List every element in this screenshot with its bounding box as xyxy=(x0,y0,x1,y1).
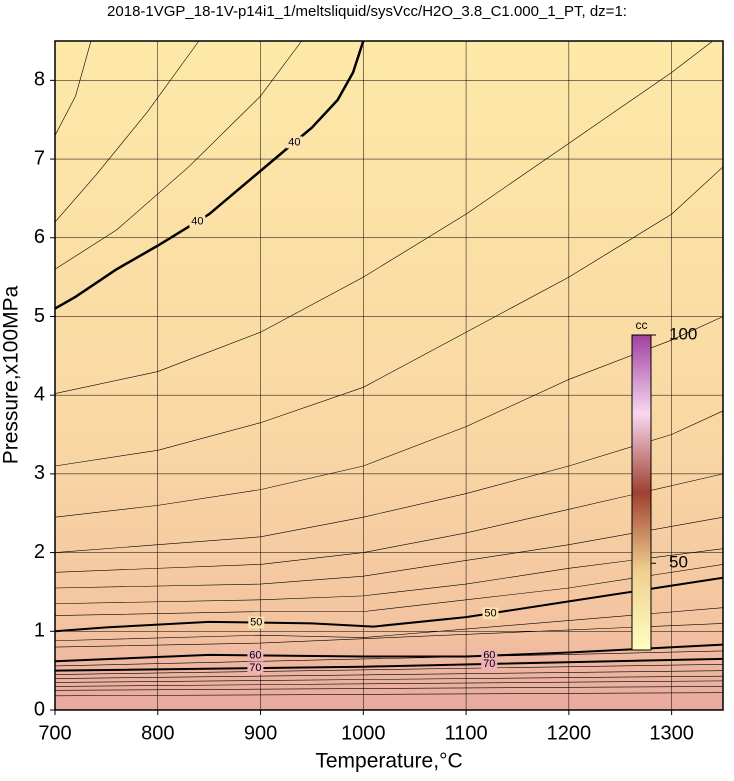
contour-line xyxy=(54,643,724,663)
contour-label-bg xyxy=(482,607,499,620)
contour-line xyxy=(54,548,724,605)
contour-line xyxy=(54,40,713,394)
y-tick-label: 3 xyxy=(34,462,45,484)
contour-line xyxy=(54,664,724,675)
y-tick-label: 2 xyxy=(34,541,45,563)
y-tick-label: 0 xyxy=(34,698,45,720)
contour-line xyxy=(54,166,724,467)
contour-label: 70 xyxy=(483,658,495,670)
contour-line xyxy=(54,316,724,518)
contour-label: 40 xyxy=(191,215,203,227)
x-tick-label: 700 xyxy=(38,722,71,744)
y-tick-label: 1 xyxy=(34,620,45,642)
colorbar-label: cc xyxy=(636,318,648,332)
contour-label: 50 xyxy=(484,607,496,619)
chart-title: 2018-1VGP_18-1V-p14i1_1/meltsliquid/sysV… xyxy=(107,3,627,20)
contour-line xyxy=(54,473,724,573)
contour-line xyxy=(54,564,724,616)
contour-label-bg xyxy=(248,616,265,629)
y-tick-label: 7 xyxy=(34,147,45,169)
contour-label-bg xyxy=(247,649,264,662)
y-axis-label: Pressure,x100MPa xyxy=(0,285,23,464)
contour-line xyxy=(54,675,724,683)
y-tick-label: 6 xyxy=(34,226,45,248)
contour-line xyxy=(54,692,724,697)
contour-label: 40 xyxy=(288,136,300,148)
contour-label-bg xyxy=(286,136,303,149)
x-tick-label: 1300 xyxy=(649,722,694,744)
x-tick-label: 1200 xyxy=(547,722,592,744)
contour-line xyxy=(54,680,724,687)
contour-line xyxy=(54,40,365,310)
plot-frame xyxy=(54,40,724,711)
x-axis-label: Temperature,°C xyxy=(315,750,462,773)
colorbar-tick-label: 100 xyxy=(669,324,697,343)
contour-label: 50 xyxy=(250,616,262,628)
y-tick-label: 8 xyxy=(34,69,45,91)
plot-background xyxy=(55,41,723,710)
contour-line xyxy=(54,670,724,679)
contour-line xyxy=(54,657,724,672)
contour-line xyxy=(54,40,200,223)
contour-line xyxy=(54,40,92,136)
y-tick-label: 4 xyxy=(34,383,45,405)
contour-line xyxy=(54,686,724,691)
contour-label-bg xyxy=(481,657,498,670)
contour-label-bg xyxy=(189,215,206,228)
contour-line xyxy=(54,40,302,270)
colorbar xyxy=(631,334,652,651)
x-tick-label: 800 xyxy=(141,722,174,744)
x-tick-label: 1100 xyxy=(445,722,488,744)
x-tick-label: 900 xyxy=(244,722,277,744)
contour-label-bg xyxy=(247,662,264,675)
contour-line xyxy=(54,410,724,553)
contour-label: 70 xyxy=(249,662,261,674)
contour-line xyxy=(54,650,724,667)
y-tick-label: 5 xyxy=(34,305,45,327)
colorbar-tick-label: 50 xyxy=(669,553,688,572)
x-tick-label: 1000 xyxy=(341,722,386,744)
contour-line xyxy=(54,516,724,589)
contour-label: 60 xyxy=(249,649,261,661)
